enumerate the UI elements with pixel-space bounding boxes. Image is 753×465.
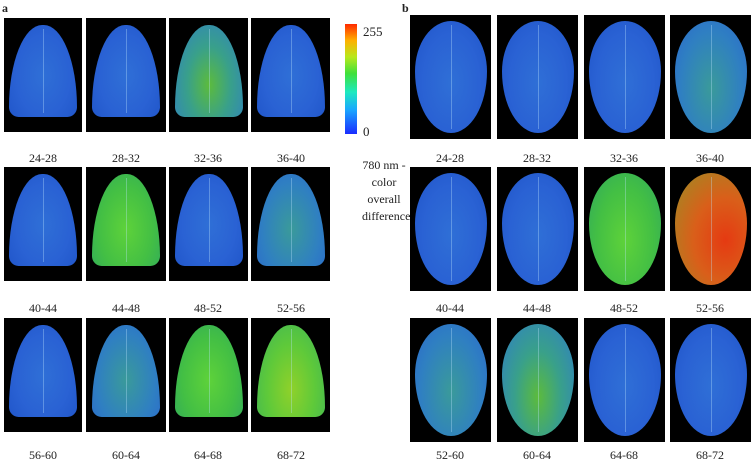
leaf-image-b-6 bbox=[497, 167, 578, 291]
leaf-image-a-6 bbox=[86, 167, 166, 281]
leaf-image-a-11 bbox=[169, 318, 248, 432]
colorbar-caption: 780 nm - color overall difference bbox=[362, 157, 411, 225]
leaf-image-a-7 bbox=[169, 167, 248, 281]
colorbar bbox=[345, 24, 357, 134]
panel-b-letter: b bbox=[402, 1, 409, 15]
label-a-4: 36-40 bbox=[277, 151, 305, 165]
leaf-image-a-5 bbox=[4, 167, 82, 281]
leaf-image-a-12 bbox=[251, 318, 330, 432]
label-a-2: 28-32 bbox=[112, 151, 140, 165]
label-a-8: 52-56 bbox=[277, 301, 305, 315]
label-b-4: 36-40 bbox=[696, 151, 724, 165]
leaf-image-a-9 bbox=[4, 318, 82, 432]
leaf-image-b-2 bbox=[497, 15, 578, 139]
leaf-image-a-8 bbox=[251, 167, 330, 281]
label-b-3: 32-36 bbox=[610, 151, 638, 165]
label-b-6: 44-48 bbox=[523, 301, 551, 315]
label-a-6: 44-48 bbox=[112, 301, 140, 315]
label-a-7: 48-52 bbox=[194, 301, 222, 315]
leaf-image-b-11 bbox=[584, 318, 665, 442]
colorbar-caption-line-2: color bbox=[371, 175, 397, 189]
label-a-11: 64-68 bbox=[194, 448, 222, 462]
leaf-image-a-10 bbox=[86, 318, 166, 432]
label-b-1: 24-28 bbox=[436, 151, 464, 165]
leaf-image-b-12 bbox=[670, 318, 751, 442]
label-a-1: 24-28 bbox=[29, 151, 57, 165]
label-b-5: 40-44 bbox=[436, 301, 464, 315]
leaf-image-b-5 bbox=[410, 167, 491, 291]
label-a-3: 32-36 bbox=[194, 151, 222, 165]
label-b-9: 52-60 bbox=[436, 448, 464, 462]
label-a-12: 68-72 bbox=[277, 448, 305, 462]
leaf-image-b-4 bbox=[670, 15, 751, 139]
leaf-image-b-3 bbox=[584, 15, 665, 139]
leaf-image-b-10 bbox=[497, 318, 578, 442]
label-a-5: 40-44 bbox=[29, 301, 57, 315]
leaf-image-b-1 bbox=[410, 15, 491, 139]
label-b-12: 68-72 bbox=[696, 448, 724, 462]
label-b-2: 28-32 bbox=[523, 151, 551, 165]
panel-a-letter: a bbox=[2, 1, 8, 15]
colorbar-caption-line-1: 780 nm - bbox=[362, 158, 406, 172]
label-b-7: 48-52 bbox=[610, 301, 638, 315]
leaf-image-b-7 bbox=[584, 167, 665, 291]
leaf-image-b-9 bbox=[410, 318, 491, 442]
colorbar-caption-line-4: difference bbox=[362, 209, 411, 223]
label-b-10: 60-64 bbox=[523, 448, 551, 462]
leaf-image-a-4 bbox=[251, 18, 330, 132]
label-b-8: 52-56 bbox=[696, 301, 724, 315]
leaf-image-a-1 bbox=[4, 18, 82, 132]
leaf-image-a-3 bbox=[169, 18, 248, 132]
colorbar-max-label: 255 bbox=[363, 24, 383, 39]
colorbar-min-label: 0 bbox=[363, 124, 370, 139]
leaf-image-b-8 bbox=[670, 167, 751, 291]
colorbar-caption-line-3: overall bbox=[367, 192, 401, 206]
label-b-11: 64-68 bbox=[610, 448, 638, 462]
label-a-9: 56-60 bbox=[29, 448, 57, 462]
label-a-10: 60-64 bbox=[112, 448, 140, 462]
leaf-image-a-2 bbox=[86, 18, 166, 132]
